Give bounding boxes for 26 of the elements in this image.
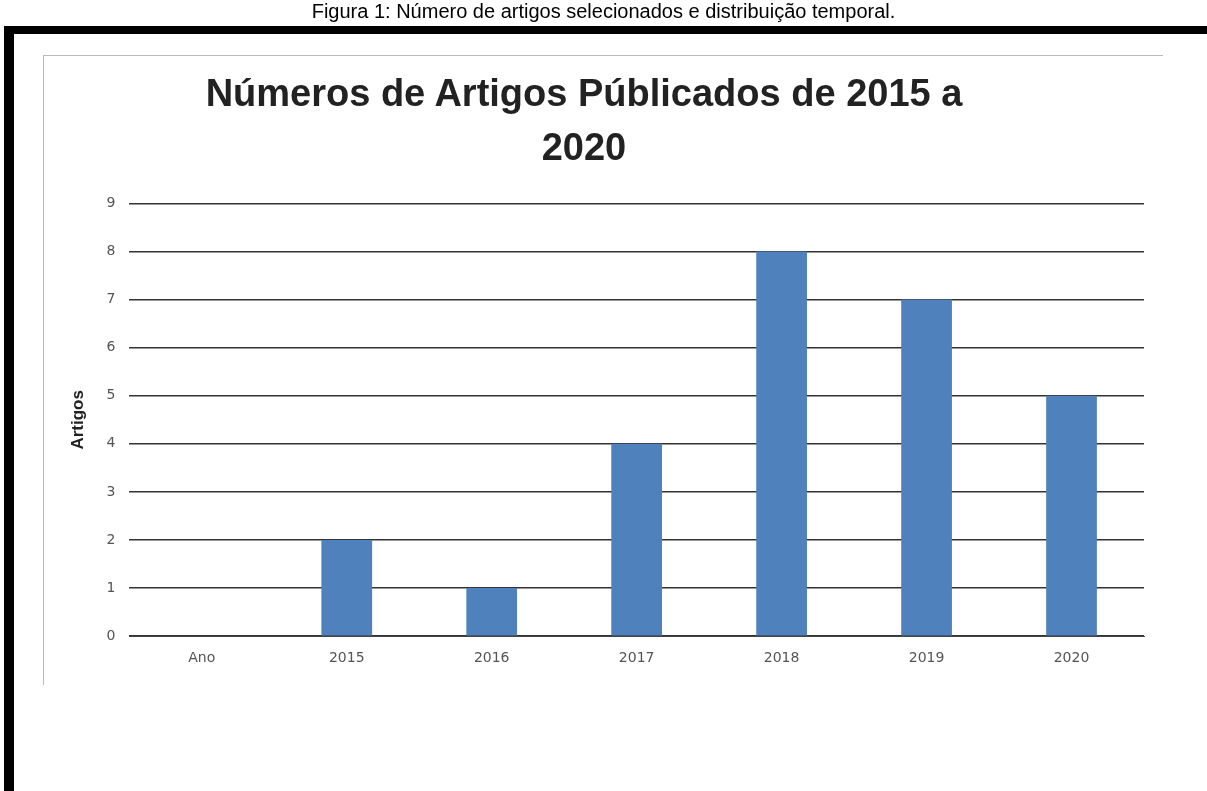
y-tick-label: 3: [106, 482, 116, 499]
y-tick-label: 9: [106, 194, 116, 211]
y-tick-label: 7: [106, 290, 116, 307]
y-tick-label: 1: [106, 578, 116, 595]
bar: [901, 299, 952, 636]
bar: [321, 540, 373, 636]
y-tick-label: 5: [106, 386, 116, 403]
x-tick-label: Ano: [188, 649, 216, 666]
x-tick-label: 2020: [1053, 649, 1090, 666]
y-tick-label: 6: [106, 338, 116, 355]
y-axis-title: Artigos: [67, 390, 87, 450]
x-tick-label: 2019: [908, 649, 945, 666]
y-tick-label: 8: [106, 242, 116, 259]
bar: [756, 251, 807, 636]
bar: [1046, 395, 1097, 636]
x-tick-label: 2018: [763, 649, 800, 666]
y-tick-label: 0: [106, 626, 116, 643]
x-tick-label: 2017: [618, 649, 655, 666]
y-tick-label: 2: [106, 530, 116, 547]
bar: [611, 443, 663, 636]
bar: [466, 588, 518, 636]
chart-title: Números de Artigos Públicados de 2015 a 2020: [204, 71, 964, 170]
y-tick-label: 4: [106, 434, 116, 451]
text: Figura 1: Número de artigos selecionados e distribuição temporal.: [310, 0, 897, 23]
x-tick-label: 2016: [473, 649, 510, 666]
x-tick-label: 2015: [328, 649, 365, 666]
